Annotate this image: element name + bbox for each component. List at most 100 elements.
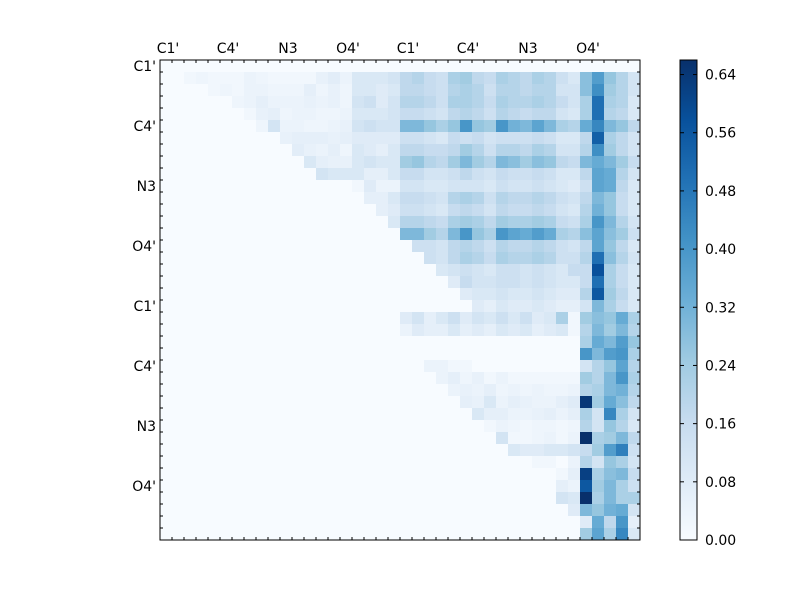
heatmap-cell — [412, 408, 425, 421]
heatmap-cell — [232, 348, 245, 361]
heatmap-cell — [196, 504, 209, 517]
heatmap-cell — [352, 480, 365, 493]
heatmap-cell — [340, 60, 353, 73]
heatmap-cell — [604, 288, 617, 301]
heatmap-cell — [232, 276, 245, 289]
heatmap-cell — [292, 372, 305, 385]
heatmap-cell — [400, 216, 413, 229]
heatmap-cell — [520, 348, 533, 361]
heatmap-cell — [460, 384, 473, 397]
heatmap-cell — [196, 468, 209, 481]
heatmap-cell — [196, 528, 209, 541]
heatmap-cell — [340, 108, 353, 121]
heatmap-cell — [484, 360, 497, 373]
heatmap-cell — [172, 204, 185, 217]
heatmap-cell — [556, 384, 569, 397]
heatmap-cell — [340, 120, 353, 133]
heatmap-cell — [412, 96, 425, 109]
heatmap-cell — [184, 228, 197, 241]
heatmap-cell — [184, 504, 197, 517]
heatmap-cell — [496, 360, 509, 373]
heatmap-cell — [160, 432, 173, 445]
heatmap-cell — [580, 120, 593, 133]
heatmap-cell — [196, 372, 209, 385]
heatmap-cell — [604, 168, 617, 181]
heatmap-cell — [544, 444, 557, 457]
heatmap-cell — [472, 156, 485, 169]
heatmap-cell — [604, 156, 617, 169]
heatmap-cell — [604, 420, 617, 433]
heatmap-cell — [352, 168, 365, 181]
heatmap-cell — [544, 480, 557, 493]
heatmap-cell — [220, 96, 233, 109]
heatmap-cell — [412, 60, 425, 73]
y-tick-label: O4' — [132, 239, 156, 255]
heatmap-cell — [388, 132, 401, 145]
heatmap-cell — [208, 336, 221, 349]
heatmap-cell — [328, 348, 341, 361]
heatmap-cell — [304, 444, 317, 457]
x-tick-label: C4' — [217, 41, 240, 57]
heatmap-cell — [592, 252, 605, 265]
heatmap-cell — [472, 468, 485, 481]
heatmap-cell — [412, 396, 425, 409]
heatmap-cell — [160, 468, 173, 481]
heatmap-cell — [472, 96, 485, 109]
heatmap-cell — [460, 144, 473, 157]
heatmap-cell — [256, 348, 269, 361]
heatmap-cell — [316, 240, 329, 253]
heatmap-cell — [304, 72, 317, 85]
heatmap-cell — [340, 336, 353, 349]
heatmap-cell — [580, 492, 593, 505]
heatmap-cell — [508, 108, 521, 121]
heatmap-cell — [484, 216, 497, 229]
heatmap-cell — [436, 96, 449, 109]
heatmap-cell — [292, 108, 305, 121]
heatmap-cell — [496, 156, 509, 169]
heatmap-cell — [628, 492, 641, 505]
heatmap-cell — [364, 480, 377, 493]
heatmap-cell — [280, 228, 293, 241]
heatmap-cell — [400, 348, 413, 361]
heatmap-cell — [520, 516, 533, 529]
heatmap-cell — [580, 204, 593, 217]
heatmap-cell — [328, 84, 341, 97]
heatmap-cell — [460, 120, 473, 133]
heatmap-cell — [460, 180, 473, 193]
heatmap-cell — [400, 264, 413, 277]
heatmap-cell — [508, 480, 521, 493]
heatmap-cell — [244, 240, 257, 253]
heatmap-cell — [616, 144, 629, 157]
heatmap-cell — [352, 72, 365, 85]
heatmap-cell — [256, 276, 269, 289]
heatmap-cell — [184, 240, 197, 253]
heatmap-cell — [196, 228, 209, 241]
heatmap-cell — [232, 480, 245, 493]
heatmap-cell — [484, 348, 497, 361]
heatmap-cell — [376, 528, 389, 541]
heatmap-cell — [340, 528, 353, 541]
heatmap-cell — [628, 312, 641, 325]
heatmap-cell — [172, 444, 185, 457]
heatmap-cell — [376, 96, 389, 109]
heatmap-cell — [328, 108, 341, 121]
heatmap-cell — [628, 348, 641, 361]
heatmap-cell — [268, 120, 281, 133]
heatmap-cell — [448, 192, 461, 205]
heatmap-cell — [328, 516, 341, 529]
heatmap-cell — [616, 420, 629, 433]
heatmap-cell — [376, 384, 389, 397]
heatmap-cell — [232, 216, 245, 229]
heatmap-cell — [340, 444, 353, 457]
heatmap-cell — [232, 252, 245, 265]
heatmap-cell — [448, 240, 461, 253]
heatmap-cell — [376, 444, 389, 457]
heatmap-cell — [172, 132, 185, 145]
heatmap-cell — [472, 396, 485, 409]
heatmap-cell — [508, 120, 521, 133]
heatmap-cell — [424, 120, 437, 133]
heatmap-cell — [208, 432, 221, 445]
heatmap-cell — [232, 144, 245, 157]
heatmap-cell — [544, 216, 557, 229]
